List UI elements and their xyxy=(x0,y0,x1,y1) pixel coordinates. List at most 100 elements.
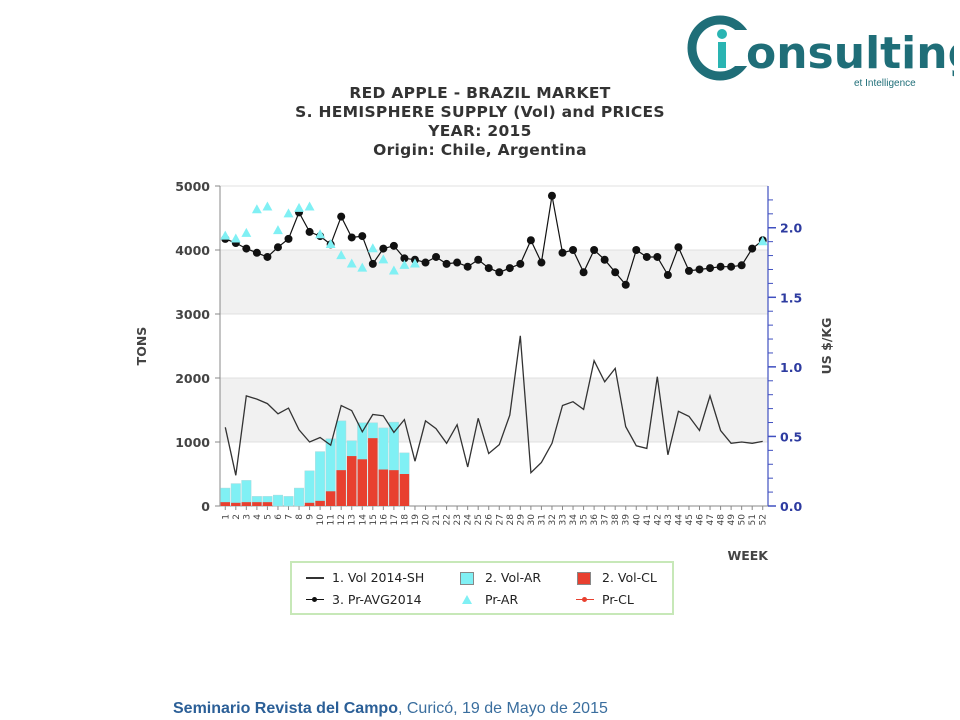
x-tick-label: 45 xyxy=(685,514,695,525)
x-tick-label: 48 xyxy=(717,514,727,526)
x-tick-label: 5 xyxy=(263,514,273,520)
chart-plot: 0 1000 2000 3000 4000 5000 0.0 0.5 1.0 1.5 2.0 TONS… xyxy=(134,179,834,563)
marker-price-ar xyxy=(378,254,389,264)
bar-vol-cl xyxy=(252,502,262,506)
marker-price-avg2014 xyxy=(284,234,293,243)
legend-label: Pr-AR xyxy=(485,592,519,607)
marker-price-avg2014 xyxy=(252,248,261,257)
bar-vol-cl xyxy=(378,469,389,506)
marker-price-avg2014 xyxy=(400,254,409,263)
marker-price-avg2014 xyxy=(695,265,704,274)
x-tick-label: 33 xyxy=(559,514,569,525)
marker-price-avg2014 xyxy=(484,264,493,273)
grid-band xyxy=(220,250,768,314)
legend-swatch-box xyxy=(457,571,479,585)
y-tick-label: 5000 xyxy=(175,179,210,194)
marker-price-avg2014 xyxy=(337,212,346,221)
x-axis-title: WEEK xyxy=(727,548,769,563)
marker-price-avg2014 xyxy=(663,271,672,280)
marker-price-ar xyxy=(325,239,336,249)
marker-price-avg2014 xyxy=(516,259,525,268)
footer-caption: Seminario Revista del Campo, Curicó, 19 … xyxy=(173,700,608,718)
line-vol-2014 xyxy=(224,335,763,476)
chart-legend: 1. Vol 2014-SH 2. Vol-AR 2. Vol-CL 3. Pr… xyxy=(290,561,674,615)
legend-swatch-marker xyxy=(304,593,326,607)
legend-label: 3. Pr-AVG2014 xyxy=(332,592,422,607)
marker-price-avg2014 xyxy=(558,248,567,257)
x-tick-label: 13 xyxy=(348,514,358,525)
bar-vol-cl xyxy=(336,470,346,506)
marker-price-avg2014 xyxy=(632,246,641,254)
bar-vol-ar xyxy=(230,483,241,507)
x-tick-label: 22 xyxy=(443,514,453,525)
bar-vol-cl xyxy=(304,502,315,506)
marker-price-ar xyxy=(336,250,347,260)
legend-item-pr-avg2014: 3. Pr-AVG2014 xyxy=(304,592,422,607)
marker-price-avg2014 xyxy=(600,255,609,264)
x-tick-label: 52 xyxy=(759,514,769,525)
marker-price-ar xyxy=(410,258,420,268)
x-tick-label: 31 xyxy=(537,514,547,525)
marker-price-avg2014 xyxy=(716,262,725,271)
marker-price-avg2014 xyxy=(748,244,757,253)
logo-tagline: et Intelligence xyxy=(854,78,916,89)
x-tick-label: 25 xyxy=(474,514,484,525)
y2-axis-title: US $/KG xyxy=(819,318,834,375)
y-tick-label: 0 xyxy=(201,499,210,514)
marker-price-avg2014 xyxy=(674,243,683,252)
bar-vol-cl xyxy=(325,491,336,506)
x-tick-label: 19 xyxy=(411,514,421,526)
x-tick-label: 26 xyxy=(485,514,495,526)
marker-price-avg2014 xyxy=(263,252,272,261)
marker-price-ar xyxy=(367,243,378,253)
marker-price-ar xyxy=(315,229,326,239)
footer-place-date: , Curicó, 19 de Mayo de 2015 xyxy=(397,700,608,717)
x-tick-label: 42 xyxy=(653,514,663,525)
marker-price-avg2014 xyxy=(684,266,693,275)
marker-price-ar xyxy=(283,208,294,218)
y2-tick-label: 2.0 xyxy=(780,221,802,236)
chart-origin: Origin: Chile, Argentina xyxy=(373,141,587,159)
x-tick-label: 40 xyxy=(632,514,642,526)
legend-item-vol-2014: 1. Vol 2014-SH xyxy=(304,570,424,585)
marker-price-avg2014 xyxy=(273,243,282,252)
line-price-avg2014 xyxy=(225,195,764,287)
marker-price-avg2014 xyxy=(590,246,599,254)
marker-price-ar xyxy=(273,225,283,235)
bar-vol-cl xyxy=(389,470,399,506)
y2-tick-label: 1.5 xyxy=(780,290,802,305)
y-tick-label: 4000 xyxy=(175,243,210,258)
logo-i-dot xyxy=(717,29,727,39)
legend-swatch-triangle xyxy=(457,593,479,607)
marker-price-avg2014 xyxy=(474,255,483,264)
x-tick-label: 36 xyxy=(590,514,600,526)
x-tick-label: 8 xyxy=(295,514,305,520)
marker-price-avg2014 xyxy=(305,227,314,236)
bar-vol-ar xyxy=(294,487,305,507)
y-tick-label: 2000 xyxy=(175,371,210,386)
x-tick-label: 9 xyxy=(306,514,316,520)
bar-vol-cl xyxy=(220,502,231,506)
bar-vol-cl xyxy=(241,502,252,506)
marker-price-avg2014 xyxy=(621,280,630,289)
x-tick-label: 21 xyxy=(432,514,442,525)
marker-price-ar xyxy=(241,227,252,237)
grid-band xyxy=(220,378,768,442)
marker-price-avg2014 xyxy=(432,252,441,261)
x-tick-label: 23 xyxy=(453,514,463,525)
marker-price-avg2014 xyxy=(642,252,651,261)
x-tick-label: 12 xyxy=(337,514,347,525)
x-tick-label: 16 xyxy=(379,514,389,526)
marker-price-avg2014 xyxy=(495,268,504,277)
x-tick-label: 41 xyxy=(643,514,653,525)
bar-vol-ar xyxy=(304,470,315,507)
chart-title: RED APPLE - BRAZIL MARKET xyxy=(349,84,611,102)
marker-price-ar xyxy=(388,265,399,275)
bar-vol-cl xyxy=(262,502,273,506)
chart-year: YEAR: 2015 xyxy=(428,122,532,140)
legend-item-pr-ar: Pr-AR xyxy=(457,592,518,607)
x-tick-label: 4 xyxy=(253,514,263,520)
y2-tick-label: 0.0 xyxy=(780,499,802,514)
x-tick-label: 51 xyxy=(748,514,758,525)
x-tick-label: 30 xyxy=(527,514,537,526)
